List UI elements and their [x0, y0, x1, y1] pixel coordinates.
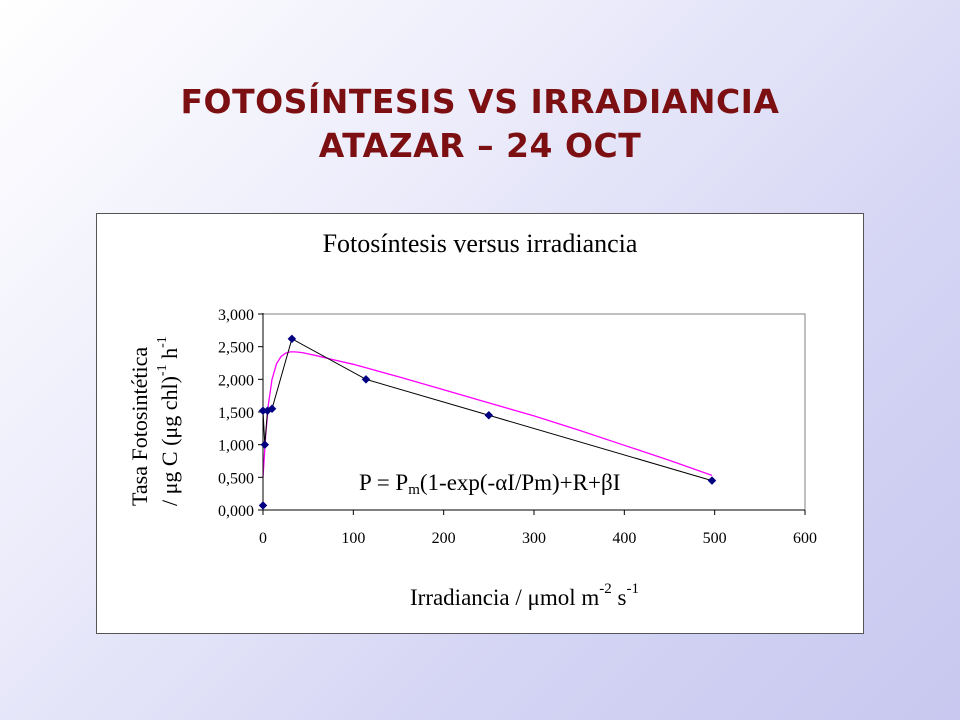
- slide-title-line-2: ATAZAR – 24 OCT: [318, 126, 642, 165]
- y-label-mu-2: μ: [157, 427, 182, 439]
- chart-title: Fotosíntesis versus irradiancia: [323, 229, 638, 258]
- measured-series-markers: [258, 334, 717, 510]
- data-point-marker: [258, 501, 268, 510]
- equation-alpha: α: [495, 470, 507, 495]
- data-point-marker: [267, 404, 277, 414]
- x-label-text: Irradiancia /: [410, 585, 527, 610]
- equation-sub: m: [408, 482, 420, 498]
- y-label-part-b: g C (: [157, 439, 182, 483]
- y-label-part-d: h: [157, 348, 182, 365]
- equation-part-3: I/Pm)+R+: [507, 470, 601, 495]
- x-tick-label: 200: [432, 530, 456, 547]
- y-label-prefix: /: [157, 494, 182, 506]
- y-label-part-c: g chl): [157, 376, 182, 427]
- slide-title-line-1: FOTOSÍNTESIS VS IRRADIANCIA: [180, 82, 780, 121]
- x-tick-label: 300: [522, 530, 546, 547]
- y-tick-label: 3,000: [218, 307, 254, 324]
- x-tick-label: 600: [793, 530, 817, 547]
- data-point-marker: [484, 410, 494, 420]
- y-tick-label: 2,500: [218, 340, 254, 357]
- y-label-exp-2: -1: [155, 336, 170, 348]
- x-tick-label: 400: [612, 530, 636, 547]
- data-point-marker: [707, 476, 717, 485]
- x-label-unit: mol m: [540, 585, 600, 610]
- x-label-unit-2: s: [612, 585, 627, 610]
- y-axis-label: Tasa Fotosintética / μg C (μg chl)-1 h-1: [127, 336, 182, 506]
- equation-part-1: P = P: [359, 470, 408, 495]
- x-axis-ticks: 0 100 200 300 400 500 600: [259, 510, 817, 547]
- data-point-marker: [361, 374, 371, 384]
- x-tick-label: 100: [341, 530, 365, 547]
- x-label-exp-1: -2: [599, 581, 612, 597]
- equation-part-2: (1-exp(-: [420, 470, 495, 495]
- y-tick-label: 2,000: [218, 372, 254, 389]
- x-label-mu: μ: [527, 585, 539, 610]
- x-tick-label: 500: [703, 530, 727, 547]
- y-label-line-1: Tasa Fotosintética: [127, 347, 152, 506]
- data-point-marker: [287, 334, 297, 344]
- y-tick-label: 0,000: [218, 503, 254, 520]
- y-label-line-2: / μg C (μg chl)-1 h-1: [155, 336, 182, 506]
- equation-beta: β: [601, 470, 613, 495]
- equation-part-4: I: [613, 470, 621, 495]
- slide-title: FOTOSÍNTESIS VS IRRADIANCIA ATAZAR – 24 …: [0, 80, 960, 168]
- x-axis-label: Irradiancia / μmol m-2 s-1: [410, 581, 639, 610]
- y-label-mu-1: μ: [157, 483, 182, 495]
- y-axis-ticks: 0,000 0,500 1,000 1,500 2,000 2,500 3,000: [218, 307, 263, 520]
- data-point-marker: [260, 440, 270, 450]
- x-tick-label: 0: [259, 530, 267, 547]
- y-tick-label: 1,000: [218, 438, 254, 455]
- y-tick-label: 1,500: [218, 405, 254, 422]
- x-label-exp-2: -1: [626, 581, 639, 597]
- y-tick-label: 0,500: [218, 470, 254, 487]
- y-label-exp-1: -1: [155, 364, 170, 376]
- pi-curve-chart: Fotosíntesis versus irradiancia 0,000 0,5…: [127, 229, 817, 610]
- fit-series-line: [262, 351, 713, 478]
- equation-label: P = Pm(1-exp(-αI/Pm)+R+βI: [359, 470, 620, 498]
- chart-frame: Fotosíntesis versus irradiancia 0,000 0,5…: [96, 213, 864, 634]
